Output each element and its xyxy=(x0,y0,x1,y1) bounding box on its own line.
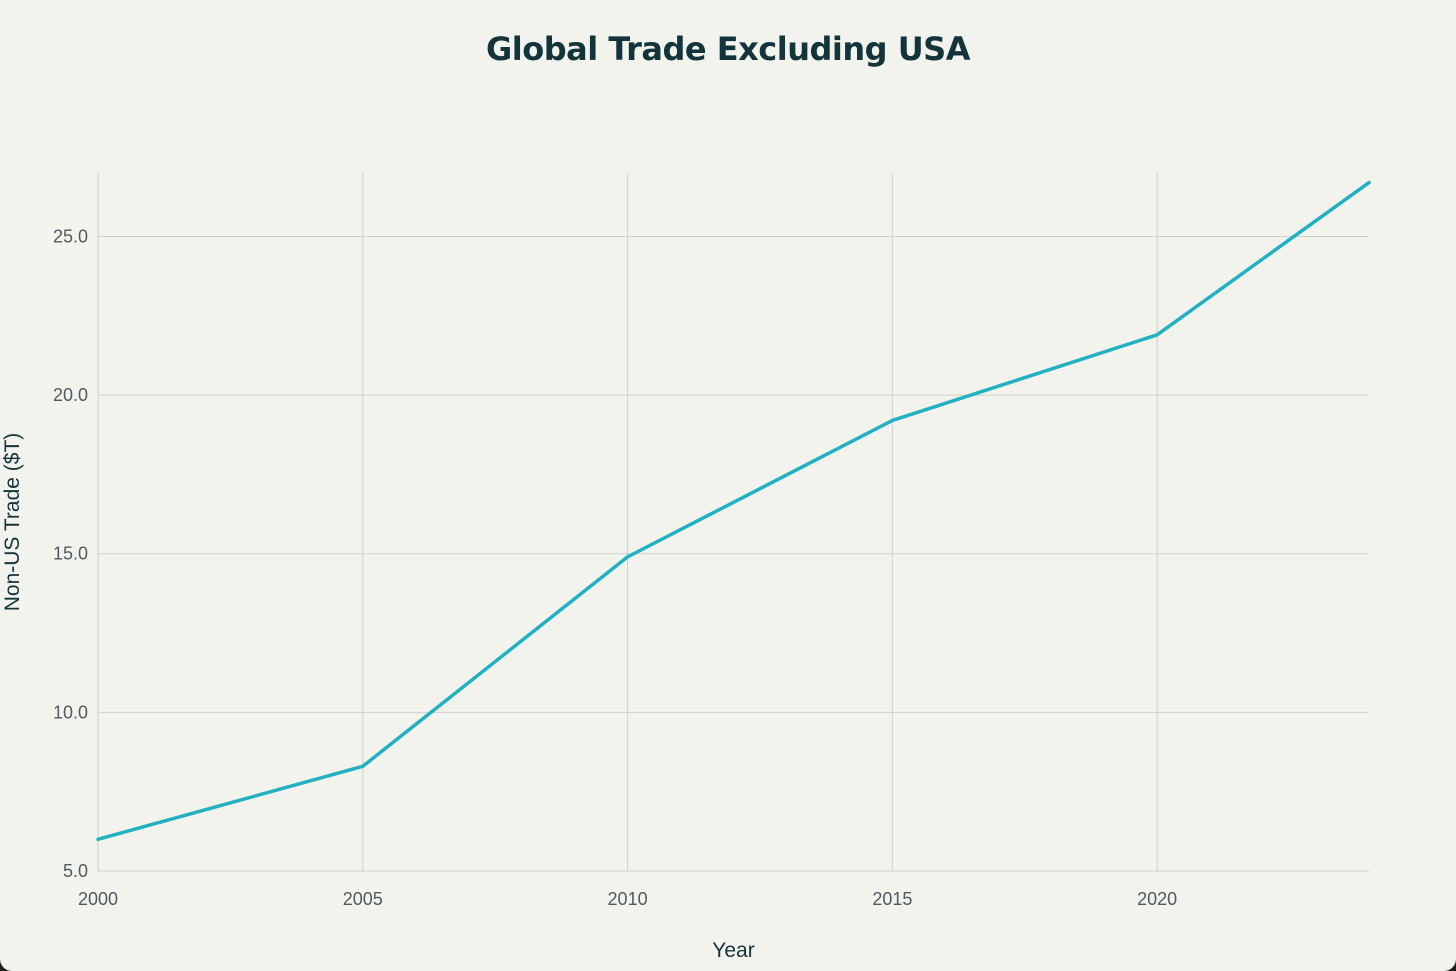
y-tick-label: 10.0 xyxy=(53,702,88,722)
y-tick-label: 20.0 xyxy=(53,385,88,405)
y-tick-label: 15.0 xyxy=(53,544,88,564)
y-gridlines xyxy=(98,235,1369,872)
y-tick-label: 25.0 xyxy=(53,226,88,246)
x-tick-label: 2010 xyxy=(608,889,648,909)
x-tick-label: 2005 xyxy=(343,889,383,909)
x-tick-label: 2020 xyxy=(1137,889,1177,909)
series-line xyxy=(96,180,1371,842)
y-tick-labels: 5.0 10.0 15.0 20.0 25.0 xyxy=(53,226,88,881)
x-gridlines xyxy=(97,173,1158,871)
x-tick-label: 2000 xyxy=(78,889,118,909)
x-tick-labels: 2000 2005 2010 2015 2020 xyxy=(78,889,1177,909)
series-group xyxy=(96,180,1371,842)
y-axis-title: Non-US Trade ($T) xyxy=(1,433,24,612)
x-tick-label: 2015 xyxy=(872,889,912,909)
chart-title: Global Trade Excluding USA xyxy=(486,30,970,68)
y-tick-label: 5.0 xyxy=(63,861,88,881)
x-axis-title: Year xyxy=(712,939,754,962)
